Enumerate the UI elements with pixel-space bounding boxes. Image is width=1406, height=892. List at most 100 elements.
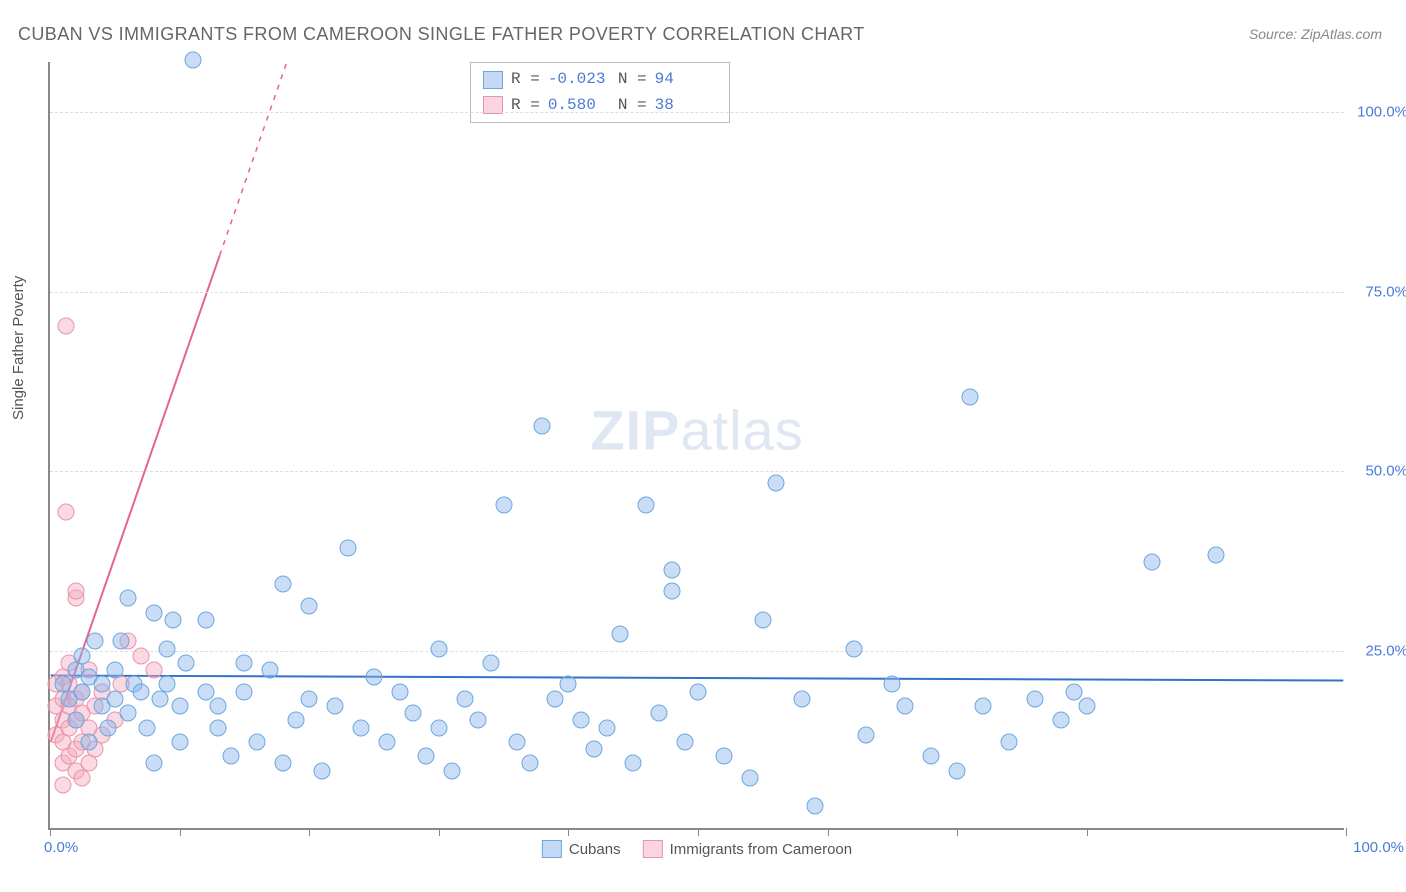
scatter-point-blue: [404, 705, 421, 722]
legend-item-pink: Immigrants from Cameroon: [643, 840, 853, 858]
scatter-point-pink: [67, 583, 84, 600]
scatter-point-pink: [54, 776, 71, 793]
scatter-point-blue: [100, 719, 117, 736]
scatter-point-blue: [74, 647, 91, 664]
gridline-h: [50, 112, 1344, 113]
scatter-point-blue: [119, 590, 136, 607]
x-tick: [568, 828, 569, 836]
scatter-point-blue: [586, 741, 603, 758]
scatter-point-blue: [80, 733, 97, 750]
scatter-point-blue: [625, 755, 642, 772]
trendline-pink-dashed: [220, 62, 287, 255]
scatter-point-blue: [106, 662, 123, 679]
scatter-point-blue: [378, 733, 395, 750]
x-tick: [1346, 828, 1347, 836]
stats-row-blue: R = -0.023 N = 94: [483, 67, 717, 93]
y-axis-label: Single Father Poverty: [10, 276, 27, 420]
scatter-point-blue: [327, 697, 344, 714]
scatter-point-blue: [923, 748, 940, 765]
scatter-point-blue: [547, 690, 564, 707]
scatter-point-blue: [612, 626, 629, 643]
scatter-point-blue: [132, 683, 149, 700]
scatter-point-blue: [178, 654, 195, 671]
scatter-point-pink: [145, 662, 162, 679]
scatter-point-blue: [1065, 683, 1082, 700]
scatter-point-blue: [366, 669, 383, 686]
scatter-point-blue: [119, 705, 136, 722]
scatter-point-pink: [57, 317, 74, 334]
scatter-point-blue: [677, 733, 694, 750]
scatter-point-blue: [430, 719, 447, 736]
scatter-point-blue: [197, 611, 214, 628]
legend-label-pink: Immigrants from Cameroon: [670, 841, 853, 858]
scatter-point-blue: [171, 697, 188, 714]
scatter-point-blue: [806, 798, 823, 815]
scatter-point-blue: [443, 762, 460, 779]
scatter-point-blue: [560, 676, 577, 693]
scatter-point-blue: [197, 683, 214, 700]
scatter-point-blue: [210, 697, 227, 714]
scatter-point-blue: [949, 762, 966, 779]
scatter-point-blue: [249, 733, 266, 750]
n-label: N =: [618, 93, 647, 119]
scatter-point-blue: [508, 733, 525, 750]
legend-item-blue: Cubans: [542, 840, 621, 858]
scatter-point-blue: [139, 719, 156, 736]
scatter-point-blue: [340, 540, 357, 557]
chart-plot-area: ZIPatlas R = -0.023 N = 94 R = 0.580 N =…: [48, 62, 1344, 830]
scatter-point-blue: [236, 654, 253, 671]
x-tick-label: 100.0%: [1353, 839, 1404, 856]
r-value-pink: 0.580: [548, 93, 610, 119]
scatter-point-blue: [184, 52, 201, 69]
scatter-point-blue: [482, 654, 499, 671]
scatter-point-blue: [599, 719, 616, 736]
watermark-rest: atlas: [680, 398, 803, 461]
x-tick: [180, 828, 181, 836]
scatter-point-pink: [57, 504, 74, 521]
scatter-point-blue: [391, 683, 408, 700]
scatter-point-blue: [145, 755, 162, 772]
scatter-point-blue: [158, 676, 175, 693]
scatter-point-blue: [301, 597, 318, 614]
scatter-point-blue: [741, 769, 758, 786]
scatter-point-blue: [664, 583, 681, 600]
swatch-pink-icon: [643, 840, 663, 858]
y-tick-label: 75.0%: [1352, 283, 1406, 300]
scatter-point-blue: [651, 705, 668, 722]
x-tick-label: 0.0%: [44, 839, 78, 856]
y-tick-label: 100.0%: [1352, 104, 1406, 121]
scatter-point-blue: [469, 712, 486, 729]
scatter-point-blue: [314, 762, 331, 779]
scatter-point-blue: [975, 697, 992, 714]
x-tick: [1087, 828, 1088, 836]
scatter-point-blue: [353, 719, 370, 736]
scatter-point-blue: [845, 640, 862, 657]
x-tick: [828, 828, 829, 836]
scatter-point-blue: [430, 640, 447, 657]
x-tick: [698, 828, 699, 836]
scatter-point-blue: [573, 712, 590, 729]
gridline-h: [50, 471, 1344, 472]
scatter-point-blue: [158, 640, 175, 657]
scatter-point-blue: [793, 690, 810, 707]
scatter-point-blue: [288, 712, 305, 729]
r-value-blue: -0.023: [548, 67, 610, 93]
scatter-point-blue: [1143, 554, 1160, 571]
scatter-point-blue: [715, 748, 732, 765]
scatter-point-blue: [223, 748, 240, 765]
x-tick: [957, 828, 958, 836]
legend-label-blue: Cubans: [569, 841, 621, 858]
scatter-point-blue: [417, 748, 434, 765]
x-tick: [439, 828, 440, 836]
scatter-point-blue: [884, 676, 901, 693]
scatter-point-blue: [1208, 547, 1225, 564]
scatter-point-blue: [754, 611, 771, 628]
scatter-point-blue: [236, 683, 253, 700]
scatter-point-blue: [521, 755, 538, 772]
scatter-point-blue: [858, 726, 875, 743]
scatter-point-blue: [210, 719, 227, 736]
watermark-bold: ZIP: [590, 398, 680, 461]
scatter-point-blue: [1078, 697, 1095, 714]
watermark-text: ZIPatlas: [590, 397, 803, 462]
scatter-point-blue: [275, 575, 292, 592]
